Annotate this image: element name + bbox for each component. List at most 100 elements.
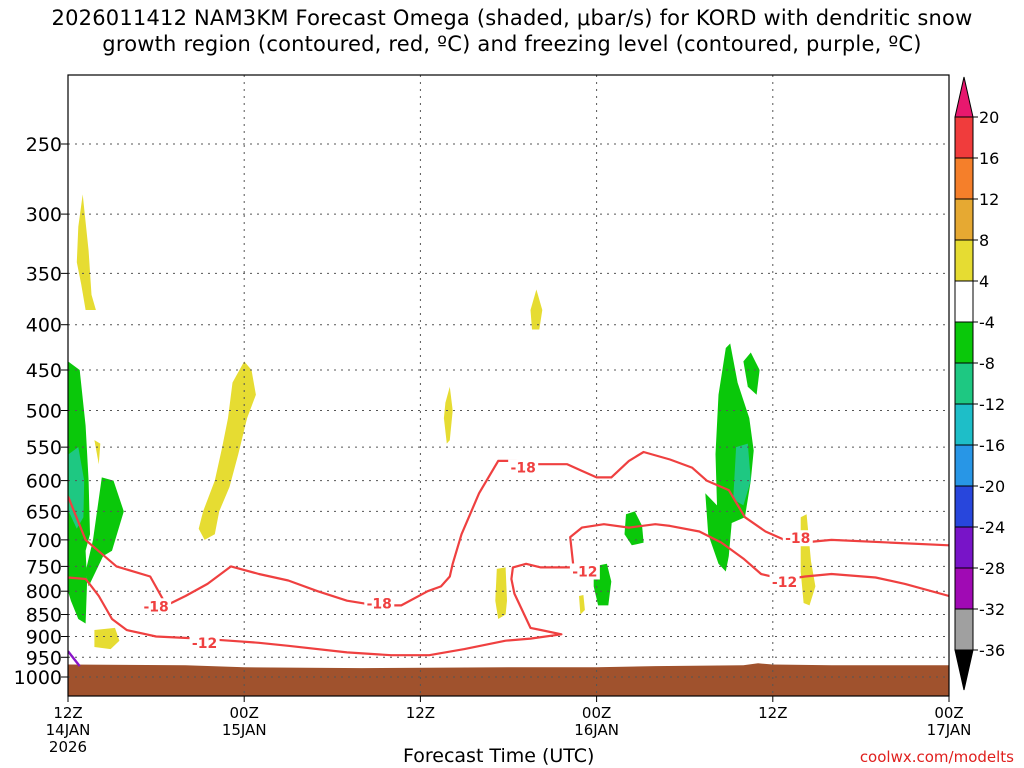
x-tick-label-5-1: 17JAN <box>927 721 972 739</box>
gridlines <box>67 75 950 696</box>
x-tick-label-0-2: 2026 <box>49 738 87 756</box>
omega-shading <box>68 194 816 650</box>
colorbar-swatch-0 <box>954 116 974 159</box>
omega-region-green-1 <box>705 343 754 572</box>
y-tick-label-950: 950 <box>26 647 62 669</box>
colorbar-swatch-8 <box>954 444 974 487</box>
ground-terrain <box>68 663 949 696</box>
y-tick-label-400: 400 <box>26 315 62 337</box>
omega-region-green-4 <box>624 511 644 546</box>
x-tick-label-0-0: 12Z <box>53 704 82 722</box>
contour-labels: -18 -18 -18 -18 -12 -12 -12 <box>141 459 813 652</box>
x-tick-label-3-1: 16JAN <box>574 721 619 739</box>
colorbar-swatch-3 <box>954 239 974 282</box>
colorbar-label-4: 4 <box>979 272 989 291</box>
omega-region-green-3 <box>743 352 760 395</box>
x-tick-label-2-0: 12Z <box>406 704 435 722</box>
colorbar-label-11: -28 <box>979 559 1005 578</box>
contour-minus18-upper <box>68 450 949 607</box>
colorbar-swatch-top <box>954 76 974 118</box>
x-tick-label-0-1: 14JAN <box>46 721 91 739</box>
omega-region-yellow-8 <box>94 440 101 465</box>
y-tick-label-600: 600 <box>26 471 62 493</box>
y-tick-label-300: 300 <box>26 204 62 226</box>
colorbar-label-10: -24 <box>979 518 1005 537</box>
contour-label-bg-2 <box>364 595 395 612</box>
colorbar-swatch-7 <box>954 403 974 446</box>
omega-region-yellow-6 <box>800 514 816 606</box>
chart-title-line-1: 2026011412 NAM3KM Forecast Omega (shaded… <box>51 6 973 30</box>
freezing-level-contour <box>68 650 81 667</box>
colorbar-swatch-4 <box>954 280 974 323</box>
x-tick-label-3-0: 00Z <box>582 704 611 722</box>
dgz-contours <box>68 450 949 657</box>
colorbar: 20 16 12 8 4 -4 -8 -12 -16 -20 -24 -28 -32 -36 <box>954 76 1005 691</box>
colorbar-swatch-11 <box>954 567 974 610</box>
contour-label-0: -18 <box>511 461 536 477</box>
contour-label-5: -12 <box>572 564 597 580</box>
y-tick-label-750: 750 <box>26 556 62 578</box>
y-tick-label-1000: 1000 <box>14 667 62 689</box>
omega-region-yellow-0 <box>76 194 96 310</box>
colorbar-swatch-10 <box>954 526 974 569</box>
contour-label-bg-1 <box>141 598 172 615</box>
colorbar-swatch-6 <box>954 362 974 405</box>
colorbar-label-7: -12 <box>979 395 1005 414</box>
x-tick-label-4-0: 12Z <box>758 704 787 722</box>
omega-region-yellow-4 <box>495 567 507 619</box>
y-tick-label-350: 350 <box>26 263 62 285</box>
colorbar-label-6: -8 <box>979 354 995 373</box>
x-tick-label-5-0: 00Z <box>934 704 963 722</box>
omega-region-yellow-3 <box>530 289 543 330</box>
plot-frame <box>67 74 950 697</box>
contour-label-2: -18 <box>367 597 392 613</box>
colorbar-swatch-bottom <box>954 649 974 691</box>
contour-label-6: -12 <box>772 575 797 591</box>
colorbar-label-9: -20 <box>979 477 1005 496</box>
x-tick-label-1-0: 00Z <box>230 704 259 722</box>
colorbar-label-12: -32 <box>979 600 1005 619</box>
contour-label-bg-4 <box>189 634 220 651</box>
ground <box>68 663 949 696</box>
omega-region-teal-1 <box>733 443 751 506</box>
omega-region-yellow-7 <box>94 627 120 650</box>
y-tick-label-250: 250 <box>26 134 62 156</box>
colorbar-label-5: -4 <box>979 313 995 332</box>
colorbar-label-1: 16 <box>979 149 999 168</box>
colorbar-swatch-12 <box>954 608 974 651</box>
omega-region-yellow-2 <box>443 386 453 444</box>
y-axis: 2503003504004505005506006507007508008509… <box>14 134 68 689</box>
y-tick-label-900: 900 <box>26 626 62 648</box>
contour-label-bg-3 <box>782 530 813 547</box>
y-tick-label-650: 650 <box>26 501 62 523</box>
y-tick-label-500: 500 <box>26 401 62 423</box>
x-tick-label-1-1: 15JAN <box>222 721 267 739</box>
colorbar-swatch-1 <box>954 157 974 200</box>
colorbar-label-3: 8 <box>979 231 989 250</box>
chart-title-line-2: growth region (contoured, red, ºC) and f… <box>102 32 922 56</box>
y-tick-label-800: 800 <box>26 581 62 603</box>
colorbar-swatch-9 <box>954 485 974 528</box>
colorbar-label-0: 20 <box>979 108 999 127</box>
freezing-level-line <box>68 650 81 667</box>
omega-region-green-2 <box>85 477 124 587</box>
colorbar-swatch-5 <box>954 321 974 364</box>
omega-region-yellow-5 <box>579 595 585 615</box>
y-tick-label-550: 550 <box>26 437 62 459</box>
contour-label-4: -12 <box>192 636 217 652</box>
x-axis-label: Forecast Time (UTC) <box>403 745 595 767</box>
y-tick-label-700: 700 <box>26 530 62 552</box>
colorbar-label-8: -16 <box>979 436 1005 455</box>
y-tick-label-850: 850 <box>26 605 62 627</box>
colorbar-swatch-2 <box>954 198 974 241</box>
credit-text: coolwx.com/modelts <box>859 748 1014 766</box>
colorbar-label-2: 12 <box>979 190 999 209</box>
colorbar-label-13: -36 <box>979 641 1005 660</box>
y-tick-label-450: 450 <box>26 360 62 382</box>
contour-label-bg-0 <box>508 459 539 476</box>
contour-label-1: -18 <box>143 599 168 615</box>
contour-label-bg-6 <box>769 573 800 590</box>
omega-region-yellow-1 <box>198 361 256 540</box>
